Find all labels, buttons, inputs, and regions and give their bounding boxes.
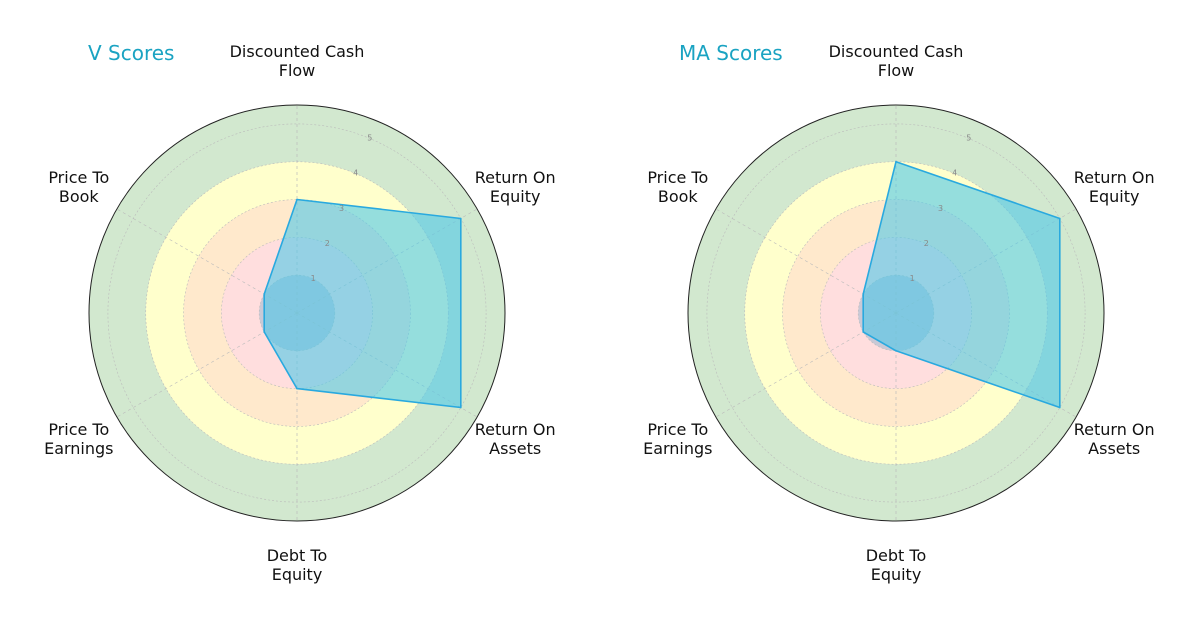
r-tick-label-4: 5 bbox=[367, 134, 372, 143]
data-point-1 bbox=[1059, 217, 1061, 220]
axis-label-2: Return On Assets bbox=[475, 420, 556, 458]
axis-label-2: Return On Assets bbox=[1074, 420, 1155, 458]
r-tick-label-1: 2 bbox=[325, 239, 330, 248]
r-tick-label-2: 3 bbox=[938, 204, 943, 213]
axis-label-3: Debt To Equity bbox=[866, 546, 927, 584]
r-tick-label-3: 4 bbox=[353, 169, 358, 178]
data-point-4 bbox=[862, 331, 864, 333]
data-point-3 bbox=[296, 387, 298, 390]
data-point-0 bbox=[296, 198, 298, 201]
radar-chart-ma: 1 2 3 4 5 Discounted Cash Flow Return On Equity R… bbox=[643, 41, 1155, 584]
grid-ring-4 bbox=[706, 123, 1086, 503]
axis-label-4: Price To Earnings bbox=[44, 420, 113, 458]
axis-label-5: Price To Book bbox=[647, 168, 708, 206]
chart-title: MA Scores bbox=[679, 41, 783, 65]
axis-label-5: Price To Book bbox=[48, 168, 109, 206]
data-point-5 bbox=[862, 293, 864, 295]
grid-ring-4 bbox=[107, 123, 487, 503]
outer-ring bbox=[687, 104, 1105, 522]
outer-ring bbox=[88, 104, 506, 522]
data-point-4 bbox=[263, 331, 266, 333]
data-point-2 bbox=[460, 406, 462, 409]
chart-title: V Scores bbox=[88, 41, 174, 65]
data-point-3 bbox=[895, 350, 897, 352]
r-tick-label-3: 4 bbox=[952, 169, 957, 178]
spoke-4 bbox=[715, 312, 897, 418]
axis-label-1: Return On Equity bbox=[1074, 168, 1155, 206]
axis-label-4: Price To Earnings bbox=[643, 420, 712, 458]
r-tick-label-0: 1 bbox=[910, 274, 915, 283]
r-tick-label-4: 5 bbox=[966, 134, 971, 143]
radar-chart-v: 1 2 3 4 5 Discounted Cash Flow Return On Equity R… bbox=[44, 41, 556, 584]
axis-label-3: Debt To Equity bbox=[267, 546, 328, 584]
r-tick-label-0: 1 bbox=[311, 274, 316, 283]
axis-label-1: Return On Equity bbox=[475, 168, 556, 206]
data-point-5 bbox=[263, 293, 266, 295]
data-point-0 bbox=[895, 160, 897, 163]
data-point-2 bbox=[1059, 406, 1061, 409]
spoke-4 bbox=[116, 312, 298, 418]
data-point-1 bbox=[460, 217, 462, 220]
axis-label-0: Discounted Cash Flow bbox=[230, 42, 365, 80]
axis-label-0: Discounted Cash Flow bbox=[829, 42, 964, 80]
spoke-5 bbox=[715, 208, 897, 314]
r-tick-label-1: 2 bbox=[924, 239, 929, 248]
r-tick-label-2: 3 bbox=[339, 204, 344, 213]
spoke-5 bbox=[116, 208, 298, 314]
series-polygon bbox=[263, 198, 462, 409]
